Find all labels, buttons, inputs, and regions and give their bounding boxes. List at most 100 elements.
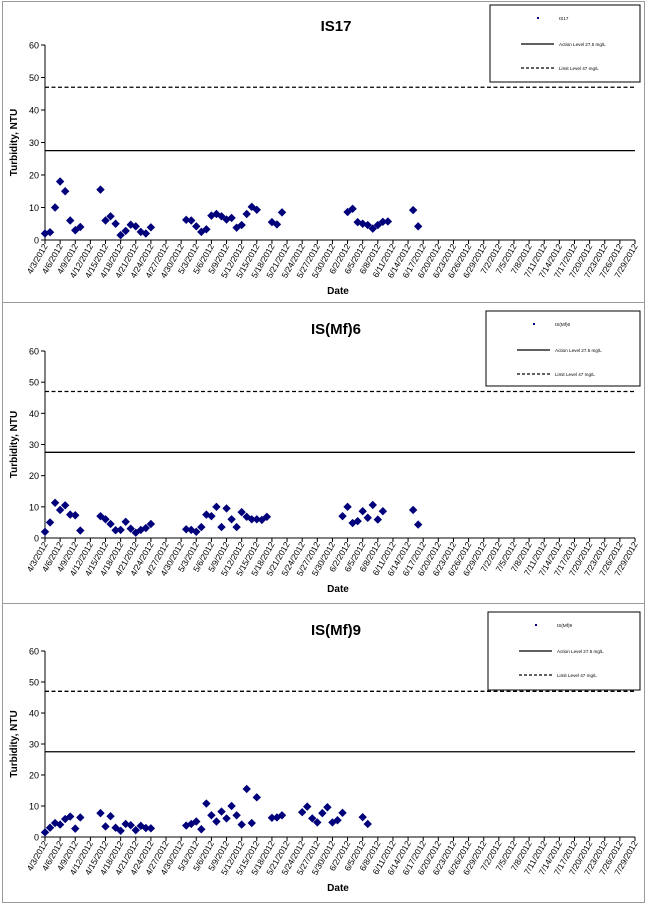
y-tick-label: 20 <box>29 771 39 781</box>
data-point <box>252 205 261 214</box>
y-tick-label: 30 <box>29 138 39 148</box>
data-point <box>348 204 357 213</box>
y-tick-label: 50 <box>29 378 39 388</box>
data-point <box>96 185 105 194</box>
legend-box <box>489 4 641 83</box>
data-point <box>71 824 80 833</box>
data-point <box>333 816 342 825</box>
chart-panel-is17: IS17 0 10 20 30 40 50 60 4/3/2012 4/6/2012 4/9/201… <box>2 1 645 303</box>
data-point <box>217 807 226 816</box>
chart-panel-ismf9: IS(Mf)9 0 10 20 30 40 50 60 4/3/2012 4/6/2012 4/9/… <box>2 603 645 903</box>
data-point <box>66 510 75 519</box>
data-point <box>373 515 383 524</box>
data-point <box>50 498 60 507</box>
legend-label: Action Level 27.5 mg/L <box>559 42 606 47</box>
data-point <box>413 222 423 231</box>
data-point <box>378 506 388 516</box>
data-point <box>358 812 367 822</box>
data-point <box>131 528 140 537</box>
legend-label: IS(Mf)9 <box>557 623 573 628</box>
data-point <box>343 502 352 512</box>
data-point <box>227 515 236 524</box>
data-point <box>76 526 85 535</box>
y-tick-label: 0 <box>34 833 39 843</box>
data-point <box>197 825 206 834</box>
data-point <box>212 502 221 512</box>
chart-is17: IS1701020304050604/3/20124/6/20124/9/201… <box>9 4 641 297</box>
data-point <box>40 229 50 238</box>
data-point <box>232 811 241 820</box>
data-point <box>303 802 312 811</box>
legend-marker <box>535 624 537 626</box>
data-point <box>318 808 327 818</box>
legend-label: Action Level 27.5 mg/L <box>557 649 604 654</box>
data-point <box>60 501 70 510</box>
data-point <box>237 820 246 829</box>
legend-box <box>485 310 641 387</box>
y-axis-label: Turbidity, NTU <box>9 411 20 478</box>
y-tick-label: 60 <box>29 41 39 51</box>
data-point <box>121 226 130 236</box>
y-tick-label: 10 <box>29 203 39 213</box>
data-point <box>187 216 196 225</box>
data-point <box>358 506 367 516</box>
y-tick-label: 40 <box>29 709 39 719</box>
data-point <box>181 215 191 225</box>
data-point <box>207 811 216 820</box>
data-point <box>408 505 418 515</box>
data-point <box>272 220 282 229</box>
y-tick-label: 10 <box>29 802 39 812</box>
data-point <box>353 217 362 227</box>
data-point <box>227 801 236 811</box>
y-tick-label: 40 <box>29 409 39 419</box>
data-point <box>217 212 226 221</box>
data-point <box>101 822 110 831</box>
data-point <box>267 217 277 227</box>
data-point <box>111 219 120 228</box>
data-point <box>141 823 151 833</box>
legend-box <box>487 611 641 691</box>
data-point <box>232 522 241 532</box>
data-point <box>363 220 372 230</box>
y-tick-label: 10 <box>29 502 39 512</box>
data-point <box>368 224 377 233</box>
data-point <box>202 225 211 234</box>
x-axis-label: Date <box>327 584 349 595</box>
data-point <box>141 229 151 238</box>
data-point <box>247 818 256 828</box>
legend-label: IS(Mf)6 <box>555 322 571 327</box>
data-point <box>71 226 80 235</box>
y-tick-label: 30 <box>29 740 39 750</box>
legend-label: Limit Level 47 mg/L <box>555 372 595 377</box>
data-point <box>106 812 115 821</box>
data-point <box>202 510 211 519</box>
data-point <box>222 504 231 513</box>
data-point <box>146 223 156 232</box>
data-point <box>363 819 372 829</box>
data-point <box>71 511 80 520</box>
data-point <box>96 808 105 818</box>
data-point <box>106 212 115 221</box>
data-point <box>227 213 236 223</box>
data-point <box>212 817 221 826</box>
y-tick-label: 50 <box>29 73 39 83</box>
chart-title: IS17 <box>321 18 352 35</box>
data-point <box>101 216 110 225</box>
y-tick-label: 40 <box>29 106 39 116</box>
legend-label: Action Level 27.5 mg/L <box>555 348 602 353</box>
data-point <box>60 814 70 824</box>
data-point <box>338 808 347 818</box>
data-point <box>40 527 50 536</box>
data-point <box>50 203 60 212</box>
data-point <box>121 819 130 829</box>
legend-label: Limit Level 47 mg/L <box>557 673 597 678</box>
data-point <box>55 505 65 515</box>
legend-label: Limit Level 47 mg/L <box>559 66 599 71</box>
y-tick-label: 30 <box>29 440 39 450</box>
data-point <box>297 808 307 817</box>
data-point <box>242 209 251 219</box>
y-tick-label: 60 <box>29 647 39 657</box>
data-point <box>222 814 231 823</box>
data-point <box>363 513 372 522</box>
